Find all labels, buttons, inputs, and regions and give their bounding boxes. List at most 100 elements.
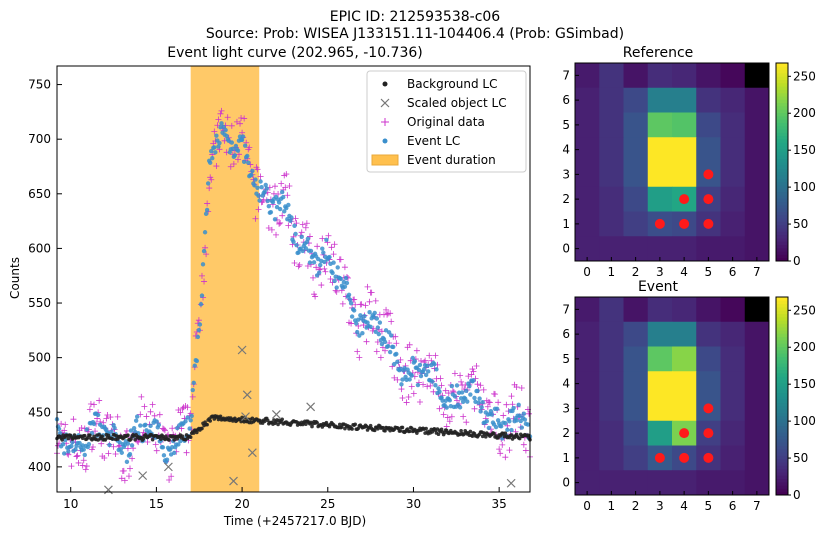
- event-lc-point: [246, 160, 251, 165]
- original-data-point: [368, 289, 375, 296]
- colorbar-step: [776, 306, 788, 311]
- colorbar-step: [776, 458, 788, 463]
- original-data-point: [392, 333, 399, 340]
- background-lc-point: [195, 430, 199, 435]
- original-data-point: [341, 264, 348, 271]
- original-data-point: [268, 226, 275, 233]
- heatmap-cell: [744, 87, 770, 113]
- colorbar-step: [776, 359, 788, 364]
- original-data-point: [406, 341, 413, 348]
- background-lc-point: [424, 426, 428, 431]
- colorbar-step: [776, 162, 788, 166]
- event-lc-point: [394, 351, 399, 357]
- event-lc-point: [449, 383, 455, 389]
- heatmap-cell: [720, 211, 746, 237]
- x-tick-label: 3: [656, 499, 664, 513]
- heatmap-cell: [720, 445, 746, 471]
- original-data-point: [451, 370, 458, 377]
- heatmap-cell: [720, 321, 746, 347]
- original-data-point: [143, 413, 150, 420]
- event-lc-point: [385, 344, 391, 349]
- event-lc-point: [281, 194, 286, 200]
- reference-heatmap-panel: Reference 001122334455667705010015020025…: [562, 45, 816, 279]
- heatmap-cell: [744, 162, 770, 188]
- colorbar-step: [776, 435, 788, 440]
- heatmap-cell: [744, 137, 770, 163]
- event-lc-point: [412, 358, 418, 364]
- heatmap-cell: [744, 396, 770, 422]
- original-data-point: [394, 376, 401, 383]
- event-lc-point: [521, 411, 527, 416]
- original-data-point: [377, 354, 384, 361]
- colorbar-step: [776, 366, 788, 371]
- heatmap-cell: [647, 186, 673, 212]
- original-data-point: [129, 455, 136, 462]
- x-tick-label: 35: [492, 497, 507, 511]
- colorbar-step: [776, 442, 788, 446]
- original-data-point: [273, 231, 280, 238]
- event-lc-point: [293, 231, 298, 237]
- event-lc-point: [382, 339, 388, 345]
- colorbar-step: [776, 244, 788, 249]
- original-data-point: [465, 373, 472, 380]
- event-lc-point: [300, 248, 305, 254]
- colorbar-step: [776, 211, 788, 216]
- event-lc-point: [334, 285, 339, 290]
- event-lc-point: [188, 418, 193, 423]
- original-data-point: [444, 414, 451, 421]
- heatmap-cell: [575, 371, 600, 397]
- light-curve-xlabel: Time (+2457217.0 BJD): [223, 514, 366, 528]
- colorbar-step: [776, 323, 788, 328]
- original-data-point: [374, 338, 381, 345]
- original-data-point: [331, 241, 338, 248]
- original-data-point: [278, 180, 285, 187]
- heatmap-cell: [720, 346, 746, 372]
- event-lc-point: [320, 246, 325, 251]
- event-lc-point: [321, 250, 326, 255]
- scaled-object-point: [247, 448, 257, 458]
- original-data-point: [96, 397, 103, 404]
- original-data-point: [384, 311, 391, 318]
- original-data-point: [207, 174, 214, 181]
- event-lc-point: [355, 329, 360, 335]
- original-data-point: [387, 310, 394, 317]
- original-data-point: [283, 171, 290, 178]
- colorbar-step: [776, 396, 788, 400]
- event-lc-point: [338, 276, 343, 282]
- colorbar-step: [776, 419, 788, 423]
- background-lc-point: [409, 426, 414, 431]
- event-lc-point: [454, 383, 460, 388]
- heatmap-cell: [575, 87, 600, 113]
- heatmap-cell: [672, 112, 697, 138]
- pixel-marker: [703, 169, 714, 180]
- event-lc-point: [272, 217, 278, 222]
- original-data-point: [184, 404, 191, 411]
- event-lc-point: [373, 329, 378, 334]
- original-data-point: [151, 412, 158, 419]
- event-lc-point: [346, 292, 352, 297]
- original-data-point: [228, 122, 235, 129]
- event-lc-point: [375, 325, 381, 330]
- heatmap-cell: [623, 137, 649, 163]
- event-lc-point: [484, 418, 490, 424]
- colorbar-step: [776, 468, 788, 473]
- original-data-point: [427, 382, 434, 389]
- heatmap-cell: [599, 87, 624, 113]
- heatmap-cell: [696, 87, 721, 113]
- original-data-point: [298, 229, 305, 236]
- event-lc-point: [499, 424, 504, 429]
- colorbar-step: [776, 198, 788, 203]
- event-lc-point: [216, 144, 221, 149]
- original-data-point: [391, 374, 398, 381]
- colorbar-step: [776, 386, 788, 390]
- original-data-point: [254, 166, 261, 173]
- colorbar-step: [776, 452, 788, 456]
- original-data-point: [87, 400, 94, 407]
- background-lc-point: [304, 422, 308, 427]
- event-lc-point: [444, 405, 449, 410]
- original-data-point: [120, 467, 127, 474]
- original-data-point: [468, 371, 475, 378]
- colorbar-step: [776, 336, 788, 341]
- original-data-point: [279, 212, 286, 219]
- x-tick-label: 2: [632, 499, 640, 513]
